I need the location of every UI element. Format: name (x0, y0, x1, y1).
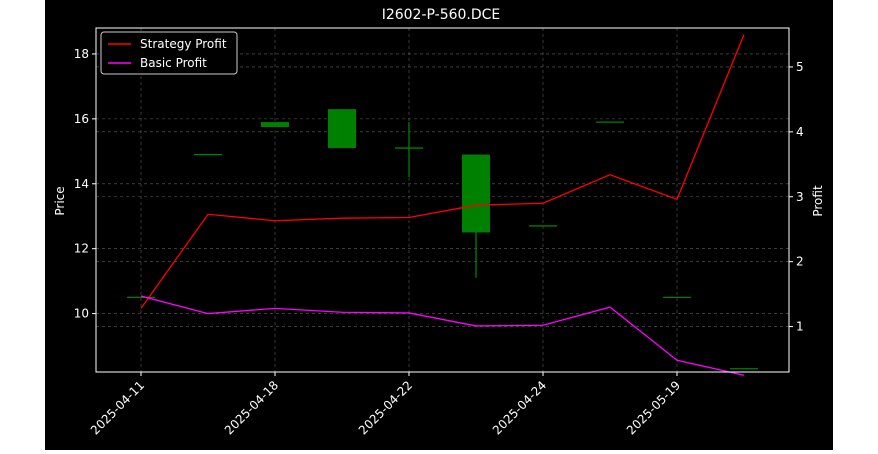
x-tick-label-6: 2025-04-24 (490, 378, 549, 437)
y-tick-label-12: 12 (74, 242, 89, 256)
chart-title: I2602-P-560.DCE (382, 7, 501, 23)
y2-tick-label-2: 2 (796, 255, 804, 269)
profit-lines (140, 34, 745, 376)
chart: I2602-P-560.DCE 1012141618123452025-04-1… (53, 7, 825, 437)
figure: I2602-P-560.DCE 10 12 14 16 18 1 2 3 4 5 2025-04-1… (45, 0, 833, 450)
plot-frame (95, 27, 790, 373)
x-tick-label-8: 2025-05-19 (624, 378, 683, 437)
x-tick-label-4: 2025-04-22 (356, 378, 415, 437)
legend-box (100, 31, 238, 75)
series-line-1 (140, 295, 745, 376)
candles (127, 109, 758, 370)
candle-body (328, 109, 356, 149)
legend-basic-label: Basic Profit (140, 56, 207, 70)
legend: Strategy Profit Basic Profit (100, 31, 238, 75)
x-tick-label-0: 2025-04-11 (88, 378, 147, 437)
y2-tick-label-1: 1 (796, 320, 804, 334)
candle-body (462, 154, 490, 233)
y-tick-label-18: 18 (74, 47, 89, 61)
y-axis-label: Price (53, 186, 67, 215)
y2-axis-label: Profit (811, 185, 825, 217)
y-tick-label-10: 10 (74, 307, 89, 321)
y2-tick-label-3: 3 (796, 190, 804, 204)
candle-body (261, 122, 289, 127)
legend-strategy-label: Strategy Profit (140, 37, 227, 51)
y-tick-label-16: 16 (74, 112, 89, 126)
series-line-0 (140, 34, 745, 309)
y2-tick-label-4: 4 (796, 125, 804, 139)
y2-tick-label-5: 5 (796, 60, 804, 74)
x-tick-label-2: 2025-04-18 (222, 378, 281, 437)
grid (96, 28, 789, 372)
y-tick-label-14: 14 (74, 177, 89, 191)
